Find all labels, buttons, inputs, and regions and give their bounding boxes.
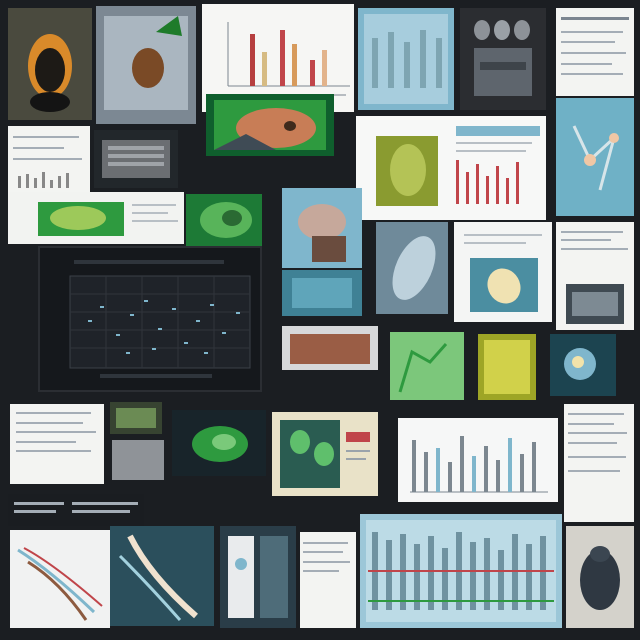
text-line [568, 432, 627, 435]
photo-icon [112, 440, 164, 480]
text-line [12, 158, 82, 161]
text-line [560, 52, 627, 54]
document-sheet [556, 222, 634, 330]
seed-icon [96, 6, 196, 124]
yellow-photo-tile [478, 334, 536, 400]
text-line [15, 431, 97, 434]
text-line [560, 30, 624, 33]
photo-icon [282, 270, 362, 316]
bar-chart-sheet [398, 418, 558, 502]
hand-photo-tile [460, 8, 546, 110]
text-line [15, 440, 76, 443]
text-line [568, 455, 626, 458]
bar-chart-icon [18, 172, 69, 188]
text-line [15, 421, 84, 424]
green-scan-tile [172, 410, 266, 476]
curve-diagram-tile [10, 530, 110, 628]
diagram-blue-tile [556, 98, 634, 216]
device-icon [220, 526, 296, 628]
text-line [560, 247, 628, 250]
diagram-icon [556, 98, 634, 216]
green-scan-tile [206, 94, 334, 156]
text-line [560, 41, 616, 44]
text-line [15, 450, 91, 453]
text-line [568, 441, 618, 444]
seed-icon [282, 188, 362, 268]
leaf-icon [390, 332, 464, 400]
document-sheet [8, 126, 90, 196]
xray-tile [376, 222, 448, 314]
bar-chart-icon [360, 514, 562, 628]
blue-bar-chart-tile [360, 514, 562, 628]
green-scan-tile [186, 194, 262, 248]
bone-icon [376, 222, 448, 314]
device-photo-tile [220, 526, 296, 628]
beetle-icon [566, 526, 634, 628]
photo-icon [550, 334, 616, 396]
document-sheet [8, 192, 184, 244]
leaf-icon [206, 94, 334, 156]
bar-chart-icon [358, 8, 454, 110]
text-line [568, 470, 620, 473]
diagram-icon [356, 116, 546, 220]
text-line [568, 422, 615, 425]
photo-icon [282, 326, 378, 370]
diagram-sheet-tile [272, 412, 378, 496]
text-line [12, 147, 64, 149]
document-sheet [300, 532, 356, 628]
film-icon [566, 284, 624, 324]
text-line [568, 413, 625, 416]
text-line [303, 551, 343, 554]
hand-icon [460, 8, 546, 110]
leaf-icon [186, 194, 262, 248]
scatter-plot-icon [40, 248, 260, 390]
caption-strip-tile [8, 494, 144, 526]
green-diagram-tile [390, 332, 464, 400]
leaf-icon [8, 192, 184, 244]
diagram-icon [272, 412, 378, 496]
beetle-photo-tile [566, 526, 634, 628]
small-photo-tile [110, 402, 162, 434]
photo-icon [478, 334, 536, 400]
diagram-icon [10, 530, 110, 628]
photo-icon [110, 402, 162, 434]
seed-closeup-tile [282, 188, 362, 268]
text-line [303, 570, 340, 573]
document-sheet [10, 404, 104, 484]
document-sheet [564, 404, 634, 522]
document-icon [8, 494, 144, 526]
film-icon [94, 130, 178, 188]
brown-photo-tile [282, 326, 378, 370]
text-line [12, 135, 79, 138]
seed-closeup-tile [96, 6, 196, 124]
film-strip-tile [94, 130, 178, 188]
text-line [560, 62, 613, 65]
bar-chart-icon [398, 418, 558, 502]
sheet-heading-bar [560, 16, 630, 20]
document-sheet [356, 116, 546, 220]
text-line [560, 230, 624, 233]
blue-photo-tile [282, 270, 362, 316]
text-line [303, 560, 351, 563]
text-line [303, 541, 349, 544]
dark-blue-photo-tile [550, 334, 616, 396]
seed-photo-tile [8, 8, 92, 120]
text-line [560, 73, 624, 76]
diagram-icon [110, 526, 214, 626]
leaf-icon [172, 410, 266, 476]
text-line [15, 412, 91, 414]
small-photo-tile [112, 440, 164, 480]
seed-icon [8, 8, 92, 120]
blue-bar-chart-tile [358, 8, 454, 110]
curve-diagram-tile [110, 526, 214, 626]
document-sheet [454, 222, 552, 322]
scatter-plot-dark-tile [38, 246, 262, 392]
document-sheet [556, 8, 634, 96]
text-line [560, 239, 611, 242]
leaf-icon [454, 222, 552, 322]
